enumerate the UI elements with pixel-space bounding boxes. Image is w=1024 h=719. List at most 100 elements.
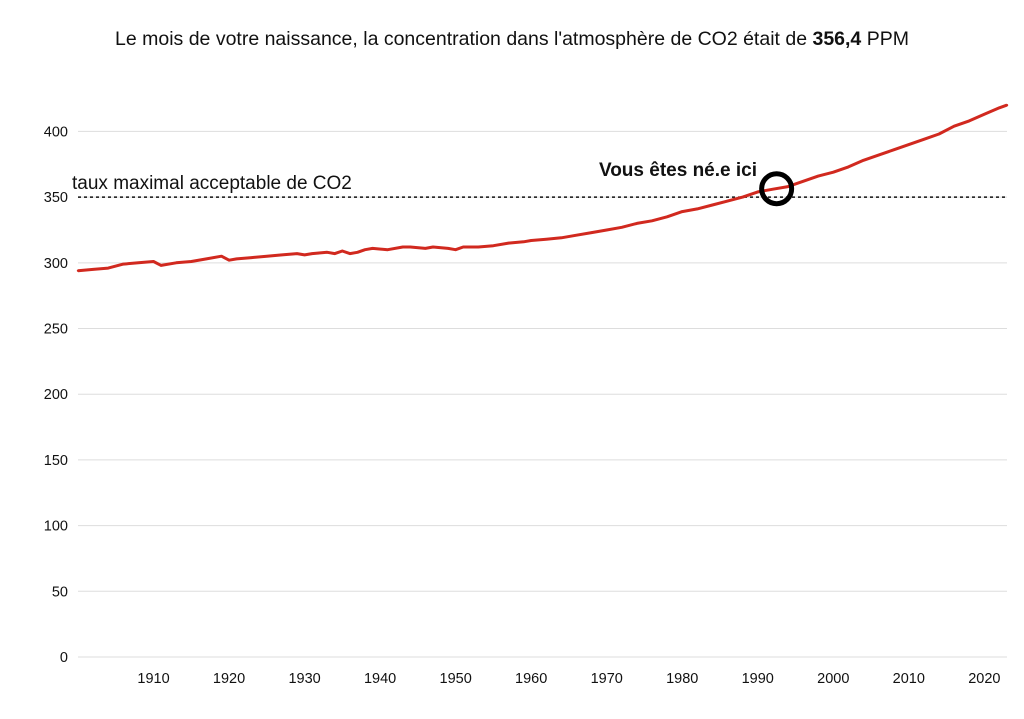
data-point-1911 [159,264,163,267]
data-point-1900 [76,269,80,272]
data-point-1980 [681,210,684,213]
data-point-1933 [326,251,329,254]
birth-marker [759,171,795,207]
threshold-label: taux maximal acceptable de CO2 [72,173,352,194]
data-point-1939 [371,247,374,250]
x-tick-label-1920: 1920 [213,671,245,687]
title-suffix: PPM [861,28,909,50]
data-point-1943 [401,245,404,249]
data-point-2014 [937,132,941,136]
data-point-1904 [107,266,110,270]
data-point-2010 [907,143,911,146]
data-point-1915 [190,260,193,263]
data-point-1936 [348,252,352,255]
data-point-1946 [424,247,427,250]
y-tick-label-100: 100 [44,519,68,535]
data-point-1934 [333,252,336,255]
birth-label: Vous êtes né.e ici [599,160,757,181]
title-value: 356,4 [812,28,862,50]
data-point-2008 [892,148,895,152]
data-point-1988 [741,195,744,199]
grid-lines [78,130,1007,658]
x-tick-label-1960: 1960 [515,671,547,687]
data-point-1960 [529,239,533,242]
data-point-1920 [227,258,231,262]
data-point-1982 [696,207,699,211]
data-point-1908 [137,261,140,265]
data-point-1992 [771,188,775,191]
data-point-1902 [91,268,95,271]
x-tick-label-2000: 2000 [817,671,849,687]
data-point-1974 [635,222,639,225]
data-point-1935 [341,249,344,253]
data-point-1949 [446,247,450,250]
data-point-1938 [363,248,367,251]
data-point-1925 [265,255,269,258]
data-point-1910 [152,260,155,263]
chart-title: Le mois de votre naissance, la concentra… [0,28,1024,51]
data-point-1986 [726,199,729,203]
data-point-1923 [250,256,253,259]
data-point-1919 [220,255,223,258]
x-tick-label-1940: 1940 [364,671,396,687]
data-point-1951 [461,245,465,249]
x-tick-label-2010: 2010 [893,671,925,687]
title-prefix: Le mois de votre naissance, la concentra… [115,28,813,50]
y-tick-label-300: 300 [44,256,68,272]
data-point-1917 [205,257,208,261]
data-point-1978 [665,215,669,219]
y-tick-label-400: 400 [44,124,68,140]
y-axis-ticks: 0 50 100 150 200 250 300 350 400 [44,124,68,666]
data-point-1950 [454,248,457,251]
data-point-2022 [998,106,1001,109]
data-point-1921 [235,257,238,261]
data-point-1962 [545,237,548,241]
data-point-1930 [303,253,306,257]
data-point-1972 [620,226,624,229]
data-point-2006 [877,153,880,157]
data-point-2000 [832,170,835,174]
series-points [76,103,1009,272]
y-tick-label-0: 0 [60,650,68,666]
data-point-1998 [816,174,820,178]
x-tick-label-1970: 1970 [591,671,623,687]
x-tick-label-1950: 1950 [440,671,472,687]
x-tick-label-1980: 1980 [666,671,698,687]
data-point-2020 [983,113,986,116]
data-point-1927 [280,253,284,257]
data-point-2018 [968,119,971,123]
data-point-1994 [786,185,790,188]
data-point-1968 [590,231,593,234]
data-point-2012 [922,138,926,141]
y-tick-label-250: 250 [44,322,68,338]
data-point-2004 [862,159,865,162]
data-point-1929 [295,252,299,255]
data-point-2016 [952,124,956,128]
data-point-1913 [174,261,178,265]
data-point-1966 [575,234,578,237]
x-axis-ticks: 1910 1920 1930 1940 1950 1960 1970 1980 1990 2000… [137,671,1000,687]
data-point-1970 [605,228,608,232]
data-point-2023 [1005,103,1009,107]
data-point-1944 [409,245,412,249]
data-point-1955 [492,244,495,247]
data-point-2002 [847,165,850,169]
y-tick-label-200: 200 [44,387,68,403]
data-point-1953 [477,245,480,249]
data-point-1931 [310,252,314,255]
data-point-1990 [756,190,759,194]
data-point-1996 [801,180,805,183]
data-point-1964 [560,236,563,240]
data-point-1959 [522,240,525,243]
data-point-1976 [650,219,654,222]
x-tick-label-1930: 1930 [288,671,320,687]
x-tick-label-1990: 1990 [742,671,774,687]
x-tick-label-2020: 2020 [968,671,1000,687]
data-point-1957 [507,241,510,245]
data-point-1947 [431,245,435,249]
x-tick-label-1910: 1910 [137,671,169,687]
y-tick-label-50: 50 [52,584,68,600]
data-point-1984 [711,203,714,207]
y-tick-label-350: 350 [44,190,68,206]
